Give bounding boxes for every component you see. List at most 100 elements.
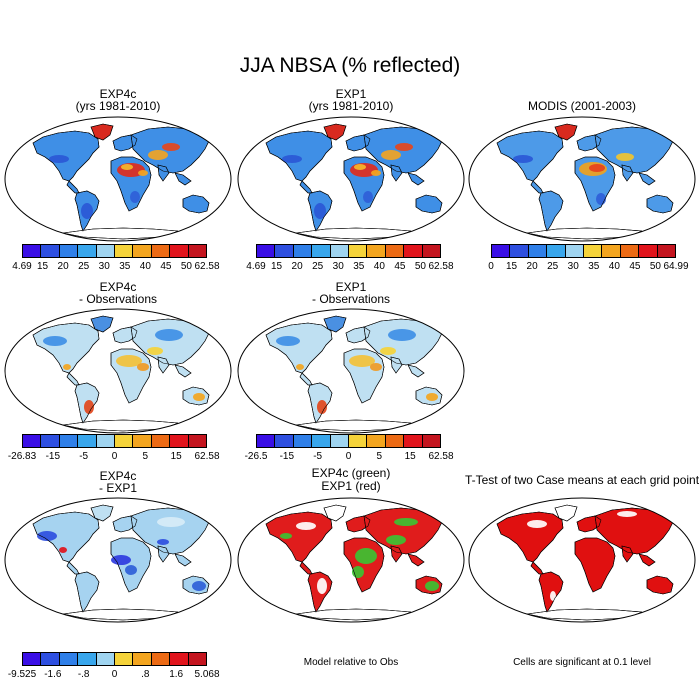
coastline-australia: [415, 194, 443, 214]
colorbar-label: 45: [160, 261, 172, 272]
colorbar-swatch: [96, 245, 116, 257]
coastline-northAmerica: [496, 511, 564, 563]
colorbar-swatch: [133, 245, 152, 257]
coastline-antarctica: [526, 227, 643, 240]
coastline-southAmerica: [307, 190, 333, 232]
coastline-greenland: [323, 504, 347, 522]
coastline-seAsia: [407, 172, 425, 186]
coastline-europe: [112, 515, 138, 533]
colorbar-swatch: [330, 245, 350, 257]
colorbar-label: 30: [567, 261, 579, 272]
coastline-asia: [594, 507, 674, 555]
colorbar-swatch: [293, 435, 313, 447]
colorbar-swatch: [41, 435, 60, 447]
colorbar-label: 20: [57, 261, 69, 272]
colorbar-label: 35: [588, 261, 600, 272]
coastline-india: [390, 356, 403, 374]
colorbar-label: -26.5: [244, 451, 268, 462]
colorbar-label: .8: [141, 669, 150, 680]
coastline-europe: [576, 134, 602, 152]
colorbar-swatch: [620, 245, 640, 257]
panel-exp1: EXP1 (yrs 1981-2010): [236, 88, 466, 288]
coastline-greenland: [323, 123, 347, 141]
map-border: [4, 497, 232, 623]
coastline-southAmerica: [307, 382, 333, 424]
panel-title-line1: EXP1: [335, 280, 367, 294]
coastline-australia: [415, 575, 443, 595]
colorbar-swatch: [528, 245, 548, 257]
colorbar-label: 4.69: [12, 261, 32, 272]
panel-exp4c-minus-obs: EXP4c - Observations: [3, 281, 233, 441]
map-svg: [4, 308, 232, 434]
colorbar-label: 50: [649, 261, 661, 272]
coastline-asia: [130, 126, 210, 174]
colorbar-swatch: [385, 245, 405, 257]
panel-title-line2: - EXP1: [98, 481, 137, 495]
colorbar-swatch: [293, 245, 313, 257]
map-layers: [32, 504, 210, 621]
colorbar-swatch: [115, 435, 134, 447]
colorbar-label: 62.58: [194, 451, 220, 462]
field-patch: [380, 347, 396, 355]
coastline-asia: [363, 507, 443, 555]
field-patch: [596, 193, 606, 205]
panel-title-line2: (yrs 1981-2010): [75, 99, 161, 113]
figure-title: JJA NBSA (% reflected): [239, 54, 461, 77]
coastline-northAmerica: [496, 130, 564, 182]
field-patch: [425, 581, 439, 591]
coastline-africa: [110, 537, 152, 593]
colorbar-swatch: [422, 435, 441, 447]
coastline-seAsia: [407, 553, 425, 567]
colorbar-swatch: [385, 435, 405, 447]
field-patch: [314, 203, 326, 219]
field-patch: [317, 400, 327, 414]
model-relative-note: Model relative to Obs: [303, 657, 399, 668]
colorbar-label: 40: [139, 261, 151, 272]
colorbar-swatch: [275, 435, 294, 447]
map-svg: [4, 497, 232, 623]
colorbar-label: -15: [45, 451, 61, 462]
field-patch: [381, 150, 401, 160]
coastline-asia: [594, 126, 674, 174]
world-map: [3, 307, 233, 435]
colorbar-swatch: [59, 245, 79, 257]
colorbar-label: 25: [78, 261, 90, 272]
coastline-antarctica: [62, 227, 179, 240]
landmass-africa: [574, 537, 616, 593]
coastline-india: [390, 164, 403, 182]
colorbar-swatch: [170, 653, 189, 665]
panel-title-line2: - Observations: [311, 292, 391, 306]
field-patch: [193, 393, 205, 401]
field-patch: [616, 153, 634, 161]
colorbar-label: 50: [180, 261, 192, 272]
field-patch: [426, 393, 438, 401]
colorbar-swatch: [41, 245, 60, 257]
colorbar-swatch: [78, 245, 97, 257]
colorbar-label: 15: [170, 451, 182, 462]
colorbar-label: 30: [332, 261, 344, 272]
coastline-europe: [576, 515, 602, 533]
world-map: [236, 307, 466, 435]
field-patch: [363, 191, 373, 203]
coastline-europe: [112, 134, 138, 152]
map-border: [237, 497, 465, 623]
colorbar-label: 40: [608, 261, 620, 272]
coastline-northAmerica: [32, 130, 100, 182]
map-border: [468, 497, 696, 623]
panel-title-line2: EXP1 (red): [321, 479, 381, 493]
coastline-africa: [343, 156, 385, 212]
colorbar-boxes: [22, 652, 207, 666]
colorbar-swatch: [115, 245, 134, 257]
colorbar-boxes: [256, 434, 441, 448]
panel-ttest: T-Test of two Case means at each grid po…: [465, 474, 699, 634]
colorbar-label: -26.83: [7, 451, 37, 462]
field-patch: [395, 143, 413, 151]
colorbar-label: 4.69: [246, 261, 266, 272]
map-svg: [237, 116, 465, 242]
map-svg: [237, 308, 465, 434]
colorbar-swatch: [188, 245, 207, 257]
colorbar-label: 15: [505, 261, 518, 272]
coastline-africa: [574, 156, 616, 212]
panel-modis: MODIS (2001-2003): [467, 88, 697, 288]
colorbar-swatch: [188, 653, 207, 665]
